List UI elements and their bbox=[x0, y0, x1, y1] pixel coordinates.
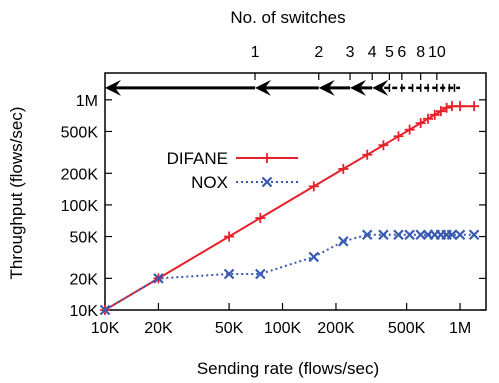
data-point-nox bbox=[378, 229, 389, 241]
switch-arrow-head bbox=[105, 79, 121, 96]
data-point-difane bbox=[393, 131, 404, 142]
y-tick-label: 200K bbox=[61, 166, 99, 183]
data-point-difane bbox=[338, 163, 349, 174]
cross-marker bbox=[223, 268, 235, 280]
data-point-difane bbox=[469, 101, 480, 112]
plus-marker bbox=[308, 181, 319, 192]
switch-arrow-head bbox=[350, 79, 367, 96]
plus-marker bbox=[255, 213, 266, 224]
top-tick-label: 8 bbox=[416, 44, 425, 61]
top-tick-label: 1 bbox=[251, 44, 260, 61]
cross-marker bbox=[255, 268, 266, 280]
legend: DIFANE NOX bbox=[167, 149, 298, 192]
y-tick-label: 100K bbox=[61, 198, 99, 215]
cross-marker bbox=[446, 229, 458, 241]
data-point-difane bbox=[224, 231, 235, 242]
data-point-difane bbox=[435, 106, 446, 117]
data-point-difane bbox=[429, 109, 440, 120]
top-tick-label: 5 bbox=[385, 44, 394, 61]
x-tick-label: 10K bbox=[91, 320, 120, 337]
series-line-nox bbox=[104, 233, 475, 311]
x-axis-title: Sending rate (flows/sec) bbox=[197, 359, 379, 378]
data-point-difane bbox=[362, 149, 373, 160]
plus-marker bbox=[393, 131, 404, 142]
top-tick-label: 6 bbox=[397, 44, 406, 61]
x-tick-label: 500K bbox=[388, 320, 426, 337]
cross-marker bbox=[361, 229, 373, 241]
top-axis: 1 2 3 4 5 6 8 10 bbox=[251, 44, 446, 80]
plus-marker bbox=[415, 118, 426, 129]
plus-marker bbox=[435, 106, 446, 117]
plot-frame bbox=[104, 72, 487, 311]
data-point-nox bbox=[393, 229, 404, 241]
y-tick-label: 500K bbox=[61, 124, 99, 141]
switch-arrow-head bbox=[255, 79, 272, 96]
plus-marker bbox=[469, 101, 480, 112]
switch-arrow-head bbox=[372, 79, 389, 96]
y-tick-label: 20K bbox=[70, 271, 99, 288]
data-point-difane bbox=[415, 118, 426, 129]
data-point-difane bbox=[423, 113, 434, 124]
data-point-nox bbox=[308, 251, 320, 263]
plus-marker bbox=[441, 102, 452, 113]
x-tick-label: 100K bbox=[264, 320, 302, 337]
data-point-nox bbox=[99, 304, 111, 316]
data-point-difane bbox=[404, 124, 415, 135]
plus-marker bbox=[455, 101, 466, 112]
plus-marker bbox=[404, 124, 415, 135]
data-point-nox bbox=[153, 273, 164, 284]
cross-marker bbox=[393, 229, 404, 241]
data-point-difane bbox=[255, 213, 266, 224]
data-point-nox bbox=[338, 236, 349, 247]
data-point-nox bbox=[468, 229, 480, 241]
plus-marker bbox=[224, 231, 235, 242]
data-point-nox bbox=[361, 229, 373, 241]
data-point-nox bbox=[454, 229, 466, 241]
legend-marker-difane bbox=[262, 153, 272, 163]
data-point-nox bbox=[446, 229, 458, 241]
plus-marker bbox=[362, 149, 373, 160]
data-point-nox bbox=[255, 268, 266, 280]
data-point-difane bbox=[308, 181, 319, 192]
y-axis: 10K 20K 50K 100K 200K 500K 1M bbox=[61, 93, 486, 320]
top-tick-label: 3 bbox=[346, 44, 355, 61]
x-tick-label: 50K bbox=[215, 320, 244, 337]
x-axis: 10K 20K 50K 100K 200K 500K 1M bbox=[91, 303, 471, 337]
top-tick-label: 10 bbox=[428, 44, 446, 61]
series-layer bbox=[99, 101, 480, 316]
plus-marker bbox=[338, 163, 349, 174]
plus-marker bbox=[378, 140, 389, 151]
top-tick-label: 2 bbox=[314, 44, 323, 61]
data-point-difane bbox=[378, 140, 389, 151]
plus-marker bbox=[423, 113, 434, 124]
cross-marker bbox=[99, 304, 111, 316]
cross-marker bbox=[338, 236, 349, 247]
y-axis-title: Throughput (flows/sec) bbox=[7, 107, 26, 280]
cross-marker bbox=[308, 251, 320, 263]
x-tick-label: 200K bbox=[317, 320, 355, 337]
cross-marker bbox=[454, 229, 466, 241]
data-point-nox bbox=[223, 268, 235, 280]
legend-label-nox: NOX bbox=[191, 173, 228, 192]
cross-marker bbox=[468, 229, 480, 241]
x-tick-label: 20K bbox=[144, 320, 173, 337]
x-tick-label: 1M bbox=[449, 320, 471, 337]
top-axis-title: No. of switches bbox=[230, 8, 345, 27]
cross-marker bbox=[153, 273, 164, 284]
data-point-difane bbox=[455, 101, 466, 112]
legend-marker-nox bbox=[261, 176, 273, 188]
y-tick-label: 1M bbox=[76, 93, 98, 110]
y-tick-label: 50K bbox=[70, 230, 99, 247]
switch-arrows bbox=[105, 79, 461, 96]
legend-label-difane: DIFANE bbox=[167, 149, 228, 168]
cross-marker bbox=[378, 229, 389, 241]
plus-marker bbox=[429, 109, 440, 120]
y-tick-label: 10K bbox=[70, 303, 99, 320]
top-tick-label: 4 bbox=[368, 44, 377, 61]
switch-arrow-head bbox=[318, 79, 335, 96]
data-point-difane bbox=[441, 102, 452, 113]
cross-marker bbox=[404, 229, 415, 241]
data-point-nox bbox=[404, 229, 415, 241]
